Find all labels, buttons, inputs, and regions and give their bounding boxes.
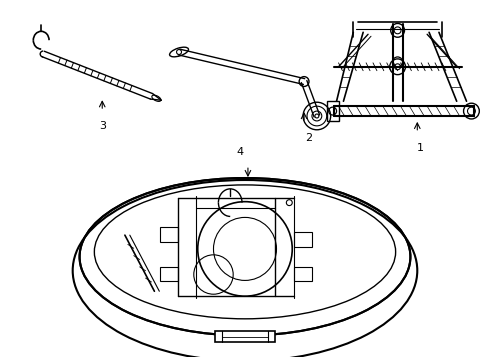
Text: 4: 4	[236, 147, 243, 157]
Ellipse shape	[80, 178, 409, 336]
Text: 3: 3	[99, 121, 105, 131]
Text: 1: 1	[416, 143, 423, 153]
Text: 2: 2	[305, 133, 312, 143]
Polygon shape	[215, 330, 274, 342]
